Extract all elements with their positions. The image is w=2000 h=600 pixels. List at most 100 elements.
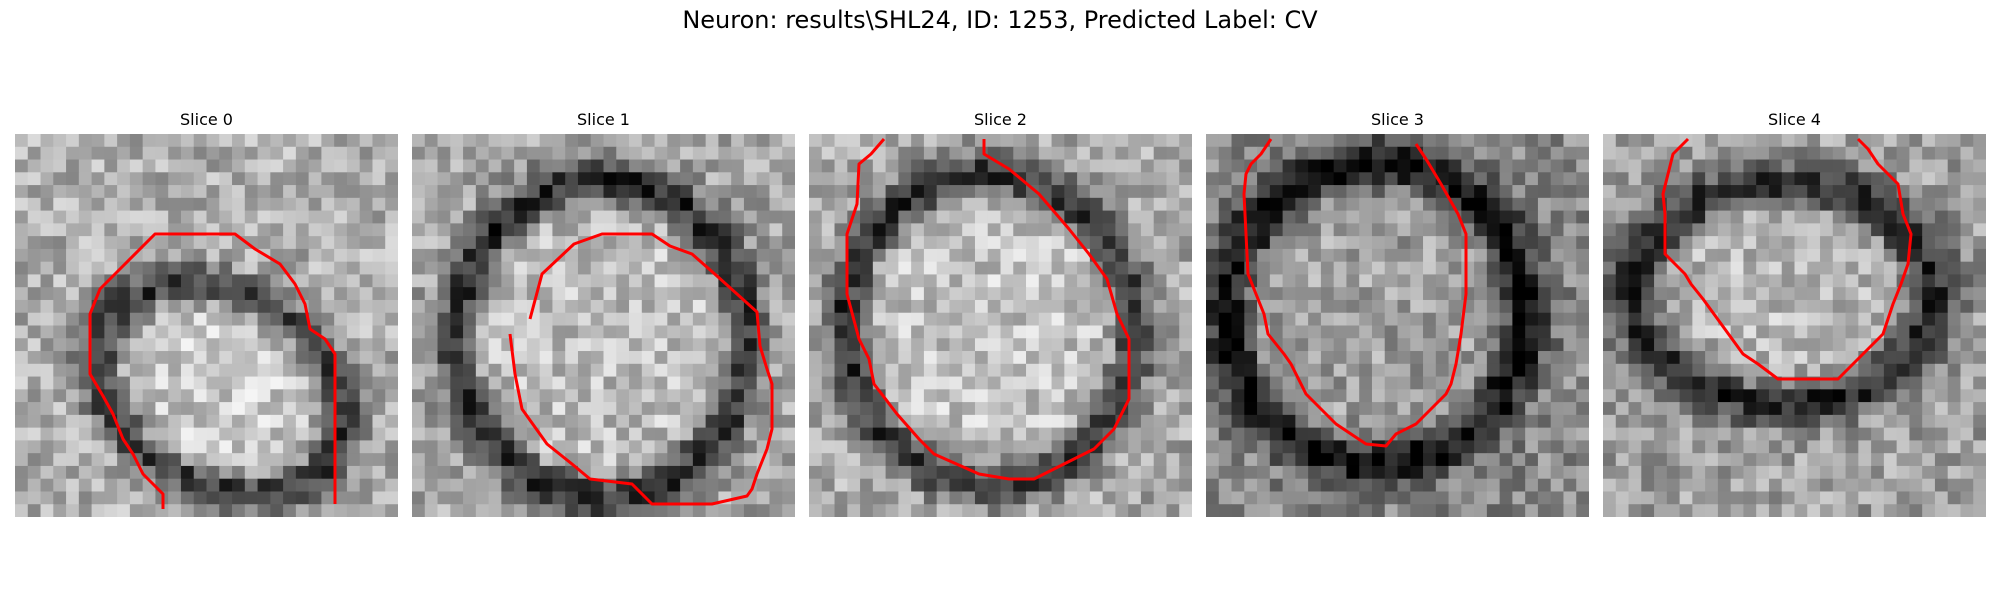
- pixel-cell: [1333, 236, 1347, 250]
- pixel-cell: [1115, 172, 1129, 186]
- pixel-cell: [1089, 478, 1104, 492]
- pixel-cell: [1705, 210, 1719, 224]
- pixel-cell: [463, 478, 477, 492]
- pixel-cell: [629, 299, 643, 314]
- pixel-cell: [1064, 210, 1078, 224]
- pixel-cell: [1128, 210, 1142, 224]
- pixel-cell: [270, 465, 284, 480]
- pixel-cell: [450, 402, 464, 416]
- pixel-cell: [1346, 414, 1360, 429]
- pixel-cell: [872, 465, 886, 480]
- pixel-cell: [1756, 491, 1770, 505]
- pixel-cell: [129, 172, 144, 186]
- pixel-cell: [1550, 223, 1564, 237]
- pixel-cell: [514, 261, 528, 275]
- pixel-cell: [629, 402, 643, 416]
- pixel-cell: [641, 134, 655, 148]
- pixel-cell: [1282, 338, 1296, 352]
- pixel-cell: [1295, 414, 1309, 429]
- pixel-cell: [552, 261, 566, 275]
- pixel-cell: [1934, 172, 1949, 186]
- pixel-cell: [1038, 299, 1052, 314]
- pixel-cell: [1295, 236, 1309, 250]
- pixel-cell: [501, 172, 515, 186]
- pixel-cell: [1128, 338, 1142, 352]
- pixel-cell: [1486, 236, 1501, 250]
- pixel-cell: [1960, 236, 1974, 250]
- pixel-cell: [1486, 465, 1501, 480]
- pixel-cell: [142, 312, 156, 326]
- pixel-cell: [104, 465, 118, 480]
- pixel-cell: [1231, 236, 1245, 250]
- pixel-cell: [27, 210, 41, 224]
- pixel-cell: [1384, 351, 1398, 365]
- pixel-cell: [962, 210, 976, 224]
- pixel-cell: [283, 236, 297, 250]
- pixel-cell: [78, 299, 92, 314]
- pixel-cell: [283, 478, 297, 492]
- pixel-cell: [1717, 491, 1732, 505]
- pixel-cell: [654, 504, 668, 517]
- pixel-cell: [1282, 325, 1296, 339]
- pixel-cell: [1384, 223, 1398, 237]
- pixel-cell: [923, 376, 938, 390]
- pixel-cell: [705, 134, 719, 148]
- pixel-cell: [1026, 427, 1040, 441]
- pixel-cell: [257, 325, 271, 339]
- pixel-cell: [1768, 465, 1783, 480]
- pixel-cell: [244, 453, 258, 467]
- pixel-cell: [718, 478, 732, 492]
- pixel-cell: [514, 414, 528, 429]
- pixel-cell: [680, 261, 694, 275]
- pixel-cell: [346, 478, 361, 492]
- pixel-cell: [1947, 185, 1961, 199]
- pixel-cell: [1768, 299, 1783, 314]
- pixel-cell: [1871, 248, 1885, 263]
- pixel-cell: [898, 274, 912, 288]
- pixel-cell: [180, 363, 195, 377]
- pixel-cell: [257, 389, 271, 403]
- pixel-cell: [142, 491, 156, 505]
- pixel-cell: [488, 363, 502, 377]
- pixel-cell: [1282, 299, 1296, 314]
- pixel-cell: [1679, 376, 1693, 390]
- pixel-cell: [847, 351, 861, 365]
- pixel-cell: [1922, 440, 1936, 454]
- pixel-cell: [539, 338, 553, 352]
- pixel-cell: [1166, 210, 1180, 224]
- pixel-cell: [821, 312, 835, 326]
- pixel-cell: [346, 146, 361, 160]
- pixel-cell: [603, 325, 617, 339]
- pixel-cell: [1140, 389, 1155, 403]
- pixel-cell: [232, 299, 246, 314]
- pixel-cell: [949, 351, 963, 365]
- pixel-cell: [782, 453, 795, 467]
- pixel-cell: [1320, 338, 1335, 352]
- pixel-cell: [1628, 389, 1642, 403]
- pixel-cell: [180, 504, 195, 517]
- pixel-cell: [437, 504, 451, 517]
- pixel-cell: [232, 376, 246, 390]
- pixel-cell: [718, 351, 732, 365]
- pixel-cell: [104, 146, 118, 160]
- pixel-cell: [1909, 453, 1923, 467]
- pixel-cell: [898, 261, 912, 275]
- pixel-cell: [1448, 440, 1462, 454]
- pixel-cell: [911, 299, 925, 314]
- pixel-cell: [987, 172, 1001, 186]
- pixel-cell: [321, 261, 335, 275]
- pixel-cell: [385, 248, 398, 263]
- pixel-cell: [834, 236, 848, 250]
- pixel-cell: [1218, 274, 1232, 288]
- slice-image-2: [809, 134, 1192, 517]
- pixel-cell: [885, 261, 899, 275]
- pixel-cell: [1474, 478, 1488, 492]
- pixel-cell: [450, 134, 464, 148]
- pixel-cell: [1295, 338, 1309, 352]
- pixel-cell: [1115, 351, 1129, 365]
- pixel-cell: [1909, 338, 1923, 352]
- pixel-cell: [1244, 312, 1258, 326]
- pixel-cell: [1359, 504, 1373, 517]
- pixel-cell: [603, 236, 617, 250]
- pixel-cell: [1807, 312, 1821, 326]
